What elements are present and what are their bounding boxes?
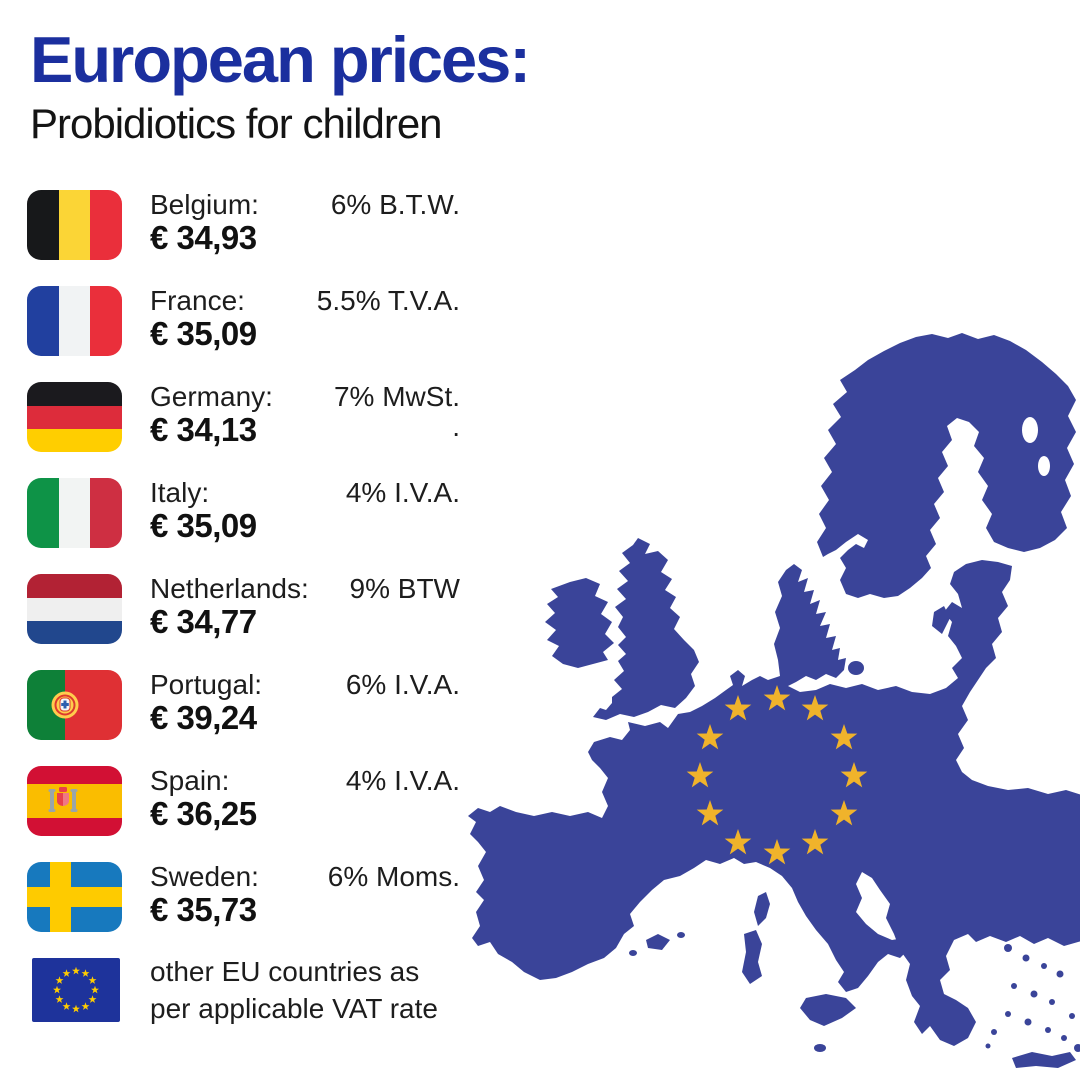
- sardinia-island: [742, 930, 762, 984]
- footer-note: other EU countries as per applicable VAT…: [150, 953, 438, 1027]
- scandinavia-silhouette: [817, 333, 1076, 598]
- corsica-island: [754, 892, 770, 926]
- table-row-netherlands: Netherlands: € 34,77 9% BTW: [27, 574, 460, 644]
- ireland-silhouette: [545, 578, 614, 668]
- europe-map: [440, 330, 1080, 1085]
- price-list: Belgium: € 34,93 6% B.T.W. France: € 35,…: [27, 190, 460, 1048]
- price-value: € 35,09: [150, 316, 317, 352]
- price-value: € 35,73: [150, 892, 325, 928]
- crete-island: [1012, 1052, 1076, 1068]
- spain-flag-icon: [27, 766, 122, 836]
- price-value: € 34,93: [150, 220, 325, 256]
- price-value: € 36,25: [150, 796, 325, 832]
- page-subtitle: Probidiotics for children: [30, 100, 442, 148]
- menorca-island: [677, 932, 685, 938]
- sweden-flag-icon: [27, 862, 122, 932]
- mallorca-island: [646, 934, 670, 950]
- footer-note-line2: per applicable VAT rate: [150, 990, 438, 1027]
- germany-flag-icon: [27, 382, 122, 452]
- table-row-spain: Spain: € 36,25 4% I.V.A.: [27, 766, 460, 836]
- table-row-other-eu: other EU countries as per applicable VAT…: [27, 958, 460, 1022]
- ibiza-island: [629, 950, 637, 956]
- country-label: Portugal:: [150, 670, 325, 700]
- vat-rate: 5.5% T.V.A.: [317, 286, 460, 316]
- country-label: Italy:: [150, 478, 325, 508]
- country-label: Netherlands:: [150, 574, 325, 604]
- page-title: European prices:: [30, 22, 529, 97]
- price-value: € 35,09: [150, 508, 325, 544]
- price-value: € 34,77: [150, 604, 325, 640]
- malta-island: [814, 1044, 826, 1052]
- belgium-flag-icon: [27, 190, 122, 260]
- table-row-belgium: Belgium: € 34,93 6% B.T.W.: [27, 190, 460, 260]
- country-label: France:: [150, 286, 317, 316]
- country-label: Sweden:: [150, 862, 325, 892]
- netherlands-flag-icon: [27, 574, 122, 644]
- footer-note-line1: other EU countries as: [150, 953, 438, 990]
- portugal-flag-icon: [27, 670, 122, 740]
- table-row-germany: Germany: € 34,13 7% MwSt. .: [27, 382, 460, 452]
- vat-rate: 6% B.T.W.: [325, 190, 460, 220]
- sicily-island: [800, 994, 856, 1026]
- country-label: Spain:: [150, 766, 325, 796]
- price-value: € 39,24: [150, 700, 325, 736]
- italy-flag-icon: [27, 478, 122, 548]
- france-flag-icon: [27, 286, 122, 356]
- eu-flag-icon: [32, 958, 120, 1022]
- aegean-islands: [986, 944, 1080, 1052]
- great-britain-silhouette: [593, 538, 699, 720]
- country-label: Germany:: [150, 382, 325, 412]
- table-row-italy: Italy: € 35,09 4% I.V.A.: [27, 478, 460, 548]
- table-row-france: France: € 35,09 5.5% T.V.A.: [27, 286, 460, 356]
- price-value: € 34,13: [150, 412, 325, 448]
- country-label: Belgium:: [150, 190, 325, 220]
- table-row-sweden: Sweden: € 35,73 6% Moms.: [27, 862, 460, 932]
- zealand-island: [848, 661, 864, 675]
- table-row-portugal: Portugal: € 39,24 6% I.V.A.: [27, 670, 460, 740]
